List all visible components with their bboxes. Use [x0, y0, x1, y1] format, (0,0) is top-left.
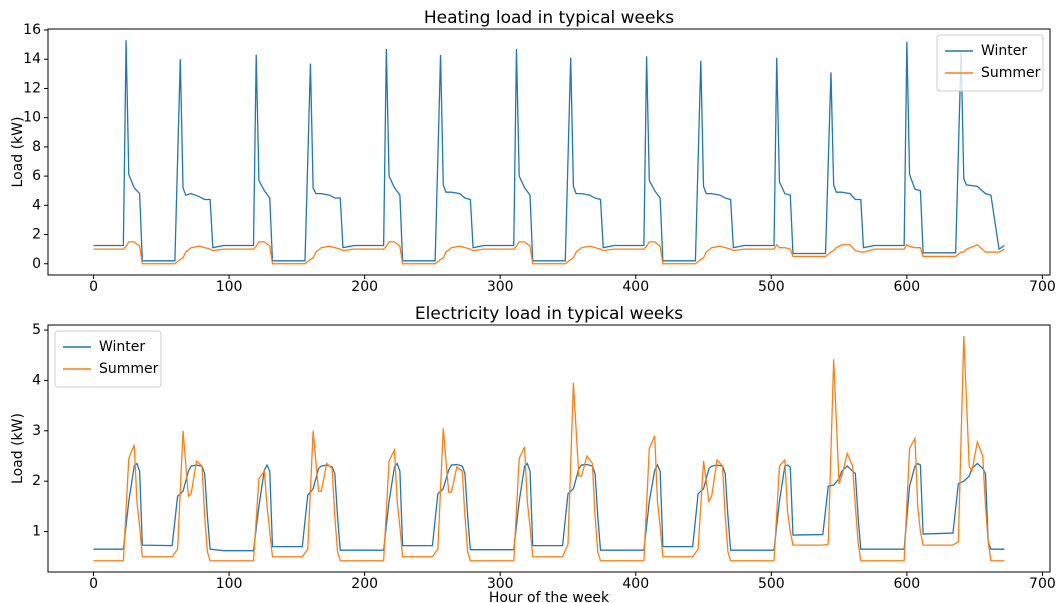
legend-label: Summer — [99, 361, 159, 377]
y-tick-label: 2 — [32, 473, 41, 489]
y-tick-label: 4 — [32, 372, 41, 388]
y-tick-label: 0 — [32, 256, 41, 272]
series-line — [93, 241, 1005, 265]
y-tick-label: 6 — [32, 168, 41, 184]
y-tick-label: 3 — [32, 423, 41, 439]
legend-label: Summer — [981, 65, 1041, 81]
legend-box — [54, 330, 162, 388]
x-tick-label: 600 — [893, 279, 920, 295]
x-tick-label: 100 — [216, 279, 243, 295]
axes-frame — [47, 28, 1051, 276]
y-tick-label: 12 — [23, 80, 41, 96]
series-line — [93, 40, 1005, 262]
y-tick-label: 4 — [32, 197, 41, 213]
y-tick-label: 5 — [32, 322, 41, 338]
y-tick-label: 14 — [23, 51, 41, 67]
x-tick-label: 0 — [89, 576, 98, 592]
x-tick-label: 500 — [758, 576, 785, 592]
x-axis-label: Hour of the week — [489, 590, 610, 603]
y-axis-label: Load (kW) — [10, 117, 26, 188]
y-tick-label: 10 — [23, 110, 41, 126]
y-tick-label: 1 — [32, 524, 41, 540]
chart-title: Electricity load in typical weeks — [415, 304, 683, 324]
x-tick-label: 400 — [622, 279, 649, 295]
y-tick-label: 8 — [32, 139, 41, 155]
x-tick-label: 500 — [758, 279, 785, 295]
axes-frame — [47, 324, 1051, 573]
series-line — [93, 336, 1005, 562]
x-tick-label: 400 — [622, 576, 649, 592]
chart-title: Heating load in typical weeks — [424, 8, 674, 28]
y-axis-label: Load (kW) — [10, 413, 26, 484]
series-line — [93, 462, 1005, 552]
x-tick-label: 200 — [351, 279, 378, 295]
y-tick-label: 16 — [23, 22, 41, 38]
x-tick-label: 700 — [1029, 576, 1056, 592]
x-tick-label: 300 — [487, 576, 514, 592]
x-tick-label: 600 — [893, 576, 920, 592]
y-tick-label: 2 — [32, 227, 41, 243]
x-tick-label: 700 — [1029, 279, 1056, 295]
x-tick-label: 300 — [487, 279, 514, 295]
legend-box — [936, 34, 1044, 92]
x-tick-label: 200 — [351, 576, 378, 592]
x-tick-label: 0 — [89, 279, 98, 295]
legend-label: Winter — [99, 339, 145, 355]
x-tick-label: 100 — [216, 576, 243, 592]
legend-label: Winter — [981, 43, 1027, 59]
